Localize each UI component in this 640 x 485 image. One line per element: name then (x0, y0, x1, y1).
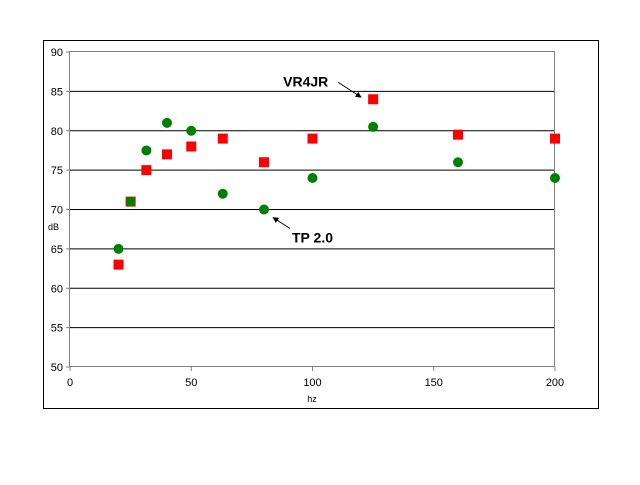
data-point-circle (141, 145, 152, 156)
x-tick-label: 150 (425, 377, 443, 389)
data-point-square (162, 149, 172, 160)
data-point-square (259, 157, 269, 168)
x-tick-label: 50 (185, 377, 197, 389)
data-point-square (186, 141, 197, 152)
data-point-circle (368, 121, 379, 132)
data-point-circle (113, 243, 124, 254)
data-point-circle (162, 117, 172, 128)
y-tick-label: 85 (51, 86, 63, 98)
y-axis-title: dB (48, 222, 59, 232)
y-tick-label: 65 (51, 244, 63, 256)
data-point-square (453, 129, 463, 140)
y-tick-label: 75 (51, 165, 63, 177)
x-tick-label: 100 (303, 377, 321, 389)
data-point-circle (217, 188, 228, 199)
annotation-label: TP 2.0 (292, 230, 333, 246)
series-2 (113, 117, 560, 254)
data-point-square (217, 133, 228, 144)
data-point-circle (125, 196, 136, 207)
y-tick-label: 55 (51, 323, 63, 335)
tick-labels: 50 55 60 65 70 75 80 85 90 0 50 100 150 200 (51, 47, 564, 389)
data-point-square (550, 133, 560, 144)
data-series (113, 94, 560, 270)
data-point-circle (186, 125, 197, 136)
data-point-square (307, 133, 318, 144)
y-tick-label: 80 (51, 126, 63, 138)
data-point-circle (259, 204, 269, 215)
y-tick-label: 90 (51, 47, 63, 59)
x-tick-label: 0 (67, 377, 73, 389)
data-point-circle (453, 157, 463, 168)
annotation-label: VR4JR (283, 73, 328, 89)
annotation-arrow (337, 81, 362, 98)
annotation-arrow (272, 217, 291, 229)
y-tick-label: 50 (51, 362, 63, 374)
data-point-square (368, 94, 379, 105)
data-point-circle (550, 173, 560, 183)
data-point-circle (307, 173, 318, 183)
x-axis-title: hz (307, 394, 317, 404)
annotations: VR4JR TP 2.0 (272, 73, 362, 246)
y-tick-label: 60 (51, 283, 63, 295)
y-tick-label: 70 (51, 205, 63, 217)
data-point-square (113, 259, 124, 270)
data-point-square (141, 165, 152, 176)
chart-outer-border (43, 40, 599, 409)
x-tick-label: 200 (546, 377, 564, 389)
